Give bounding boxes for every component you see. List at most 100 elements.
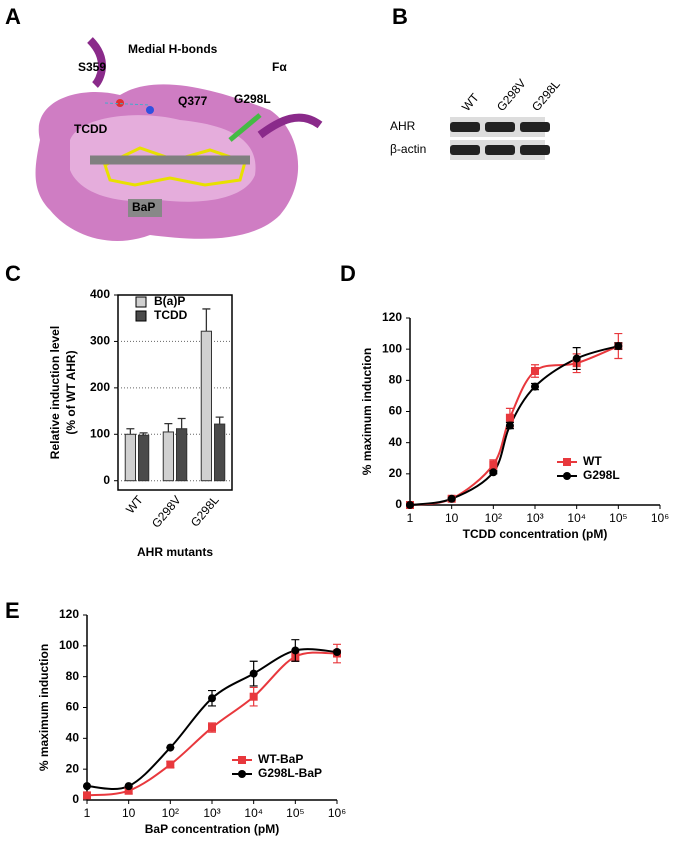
y-axis-label: Relative induction level: [48, 326, 62, 459]
panel-label: A: [5, 4, 21, 29]
legend-marker: [563, 458, 571, 466]
band: [485, 122, 515, 132]
y-tick-label: 80: [389, 373, 403, 387]
plot-frame: [117, 294, 233, 491]
y-tick-label: 0: [72, 792, 79, 806]
band: [450, 122, 480, 132]
data-point: [83, 782, 91, 791]
y-tick-label: 0: [395, 497, 402, 511]
lane-label: WT: [459, 90, 482, 114]
legend-label: B(a)P: [154, 294, 185, 308]
y-tick-label: 120: [382, 310, 402, 324]
error-bar: [215, 416, 224, 425]
band: [450, 145, 480, 155]
x-tick-label: 1: [84, 806, 91, 820]
data-point: [124, 782, 133, 791]
data-point: [489, 460, 498, 469]
panel-label: B: [392, 4, 408, 29]
y-tick-label: 120: [59, 607, 79, 621]
row-label: AHR: [390, 119, 416, 133]
x-tick-label: 10⁵: [609, 511, 627, 525]
panel-label: D: [340, 261, 356, 286]
structure-label: G298L: [234, 92, 271, 106]
legend-swatch: [135, 296, 147, 308]
band: [485, 145, 515, 155]
y-tick-label: 400: [90, 287, 110, 301]
data-point: [447, 494, 456, 503]
data-point: [505, 421, 514, 430]
structure-label: Q377: [178, 94, 208, 108]
x-tick-label: 10³: [526, 511, 543, 525]
error-bar: [202, 308, 211, 332]
data-point: [614, 342, 623, 351]
x-tick-label: 10⁵: [286, 806, 304, 820]
lane-label: G298V: [494, 76, 529, 114]
data-point: [531, 382, 539, 391]
y-axis-label: % maximum induction: [37, 644, 51, 771]
x-tick-label: 10⁴: [244, 806, 263, 820]
error-bar: [177, 417, 186, 429]
x-axis-label: TCDD concentration (pM): [463, 527, 608, 541]
y-tick-label: 100: [382, 341, 402, 355]
x-tick-label: 10⁶: [328, 806, 346, 820]
x-tick-label: G298L: [188, 493, 222, 530]
legend-marker: [238, 770, 246, 778]
panel-label: E: [5, 598, 20, 623]
x-tick-label: 10: [445, 511, 459, 525]
band: [520, 122, 550, 132]
x-tick-label: 10⁶: [651, 511, 669, 525]
data-point: [291, 646, 300, 655]
data-point: [124, 786, 133, 795]
y-tick-label: 300: [90, 334, 110, 348]
data-point: [249, 692, 258, 701]
structure-label: TCDD: [74, 122, 108, 136]
y-tick-label: 20: [66, 761, 80, 775]
structure-label: Fα: [272, 60, 287, 74]
band: [520, 145, 550, 155]
x-tick-label: 10³: [203, 806, 220, 820]
y-tick-label: 60: [66, 700, 80, 714]
data-point: [249, 669, 258, 678]
x-tick-label: 10⁴: [567, 511, 586, 525]
x-axis-label: BaP concentration (pM): [145, 822, 279, 836]
x-tick-label: G298V: [149, 493, 184, 531]
legend-swatch: [135, 310, 147, 322]
data-point: [406, 501, 414, 509]
row-label: β-actin: [390, 142, 426, 156]
bar: [124, 433, 136, 482]
y-tick-label: 0: [103, 473, 110, 487]
error-bar: [126, 428, 135, 435]
x-tick-label: 1: [407, 511, 414, 525]
data-point: [208, 723, 216, 732]
y-tick-label: 60: [389, 404, 403, 418]
lane-label: G298L: [529, 77, 563, 114]
x-tick-label: WT: [123, 492, 146, 516]
data-point: [531, 366, 539, 375]
x-tick-label: 10²: [162, 806, 179, 820]
data-point: [83, 791, 91, 800]
legend-marker: [238, 756, 246, 764]
structure-label: Medial H-bonds: [128, 42, 218, 56]
data-point: [333, 648, 341, 656]
x-tick-label: 10: [122, 806, 136, 820]
y-tick-label: 100: [59, 638, 79, 652]
structure-art: [35, 37, 545, 241]
x-axis-label: AHR mutants: [137, 545, 213, 559]
legend-label: G298L-BaP: [258, 766, 322, 780]
bar: [176, 428, 188, 482]
legend-label: TCDD: [154, 308, 188, 322]
bar: [138, 434, 150, 482]
bar: [200, 330, 213, 482]
y-tick-label: 200: [90, 380, 110, 394]
data-point: [489, 468, 498, 477]
data-point: [166, 743, 175, 752]
structure-label: S359: [78, 60, 106, 74]
bar: [162, 431, 175, 482]
data-point: [572, 354, 581, 363]
data-point: [166, 760, 175, 769]
legend-label: WT: [583, 454, 602, 468]
legend-label: WT-BaP: [258, 752, 303, 766]
structure-label: BaP: [132, 200, 155, 214]
y-tick-label: 80: [66, 669, 80, 683]
